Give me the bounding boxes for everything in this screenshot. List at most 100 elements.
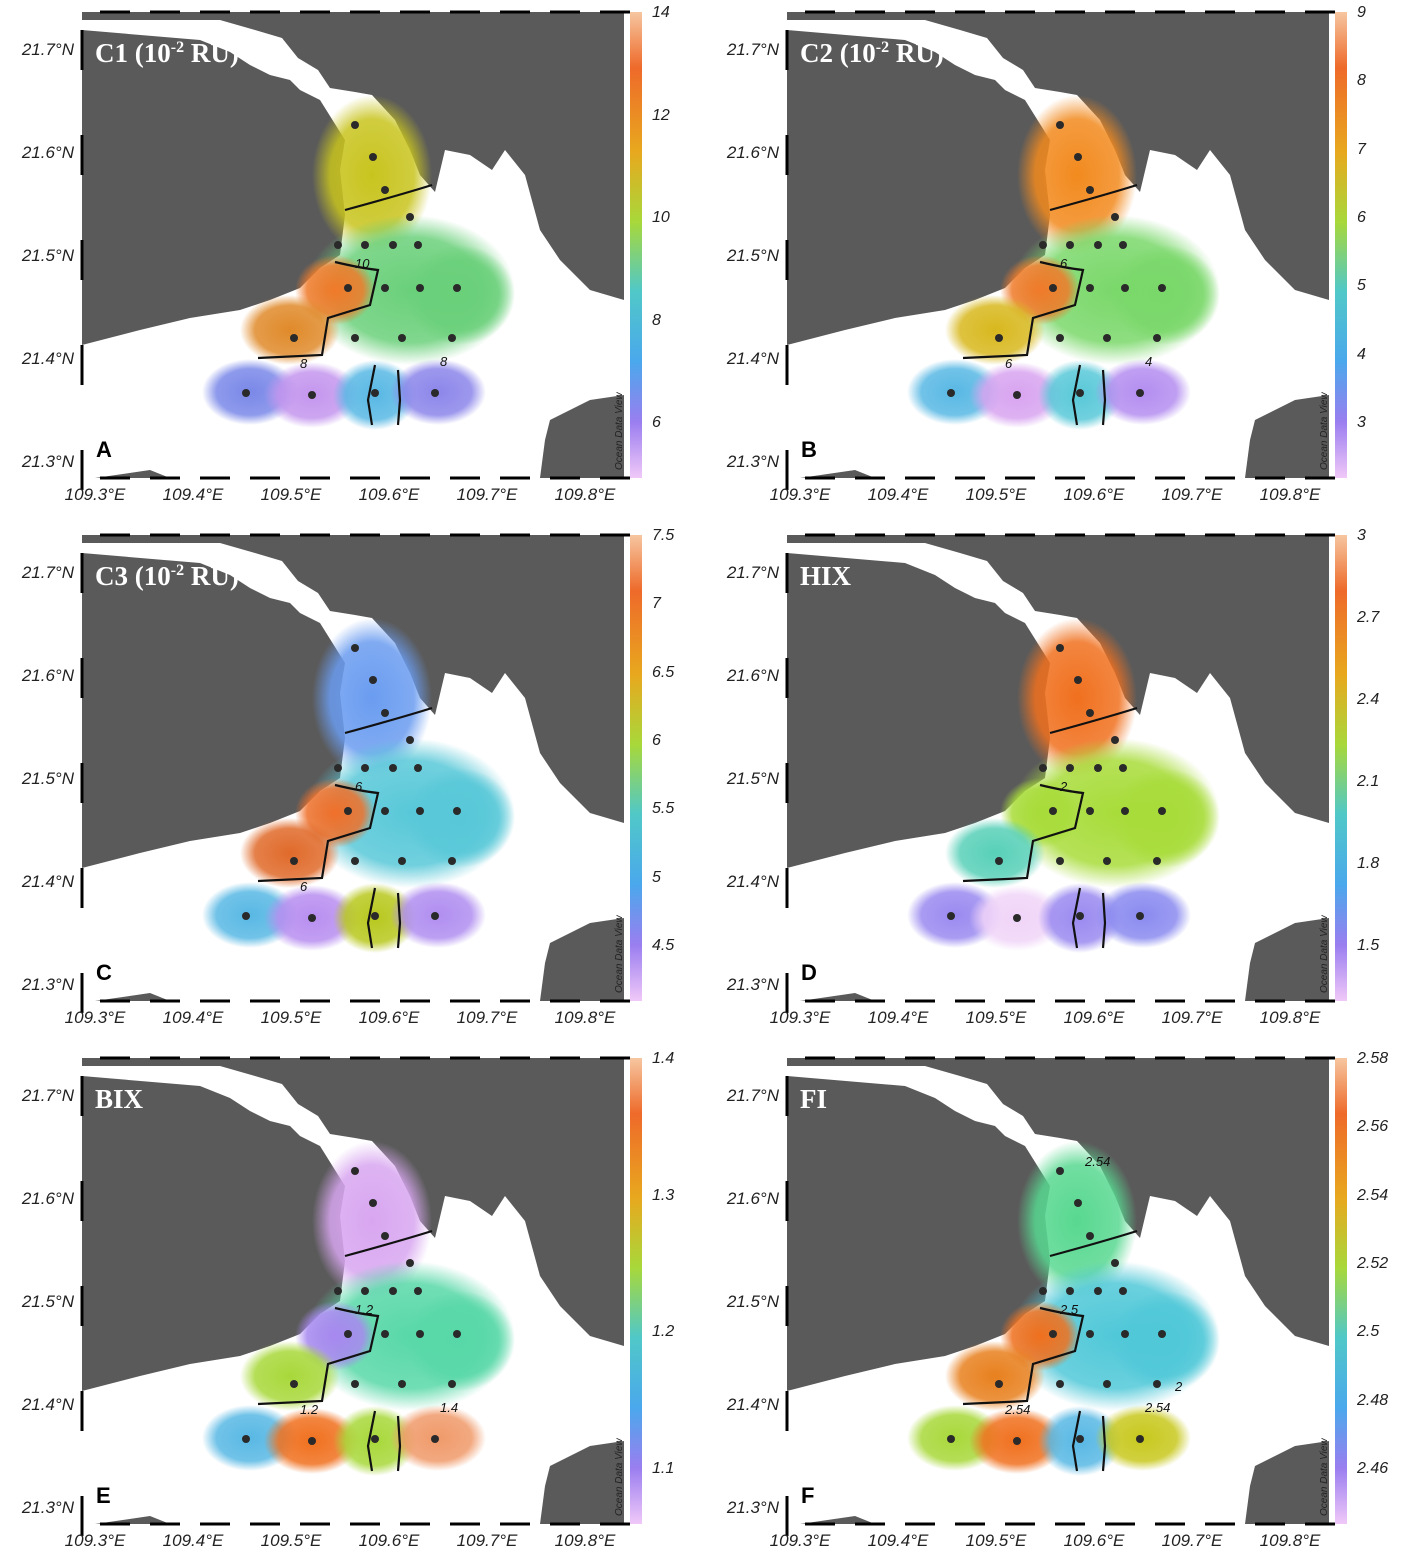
latitude-label: 21.6°N [21, 666, 74, 685]
contour-label: 6 [355, 779, 363, 794]
land-mass [787, 535, 1050, 868]
station-marker [1119, 764, 1127, 772]
latitude-label: 21.3°N [21, 975, 74, 994]
contour-label: 2.54 [1004, 1402, 1030, 1417]
station-marker [947, 1435, 955, 1443]
odv-watermark: Ocean Data View [1319, 915, 1330, 993]
longitude-label: 109.5°E [260, 485, 322, 504]
panel-title: BIX [95, 1084, 144, 1114]
contour-line [1071, 364, 1082, 426]
station-marker [1121, 284, 1129, 292]
land-mass [95, 993, 170, 1001]
contour-line [344, 183, 433, 212]
station-marker [1153, 334, 1161, 342]
contour-line [1071, 1410, 1082, 1472]
station-marker [389, 1287, 397, 1295]
map-panel-a: 10 8 8 21.7°N 21.6°N 21.5°N 21.4°N 21.3°N 109.3°… [0, 0, 705, 518]
colorbar-label: 8 [1357, 72, 1366, 90]
latitude-label: 21.6°N [726, 143, 779, 162]
contour-line [1049, 706, 1138, 735]
longitude-label: 109.4°E [867, 1531, 929, 1550]
odv-watermark: Ocean Data View [1319, 392, 1330, 470]
panel-title: C1 (10-2 RU) [95, 38, 239, 68]
station-marker [414, 1287, 422, 1295]
panel-letter: B [801, 437, 817, 462]
station-marker [453, 284, 461, 292]
station-marker [369, 1199, 377, 1207]
contour-label: 2.54 [1084, 1154, 1110, 1169]
station-marker [371, 912, 379, 920]
panel-letter: D [801, 960, 817, 985]
station-marker [351, 334, 359, 342]
field-region-north [312, 618, 432, 778]
field-region-north [1017, 95, 1137, 255]
map-canvas: 2.5 2.54 2.54 2.54 2 [785, 1056, 1347, 1536]
interpolated-field [202, 618, 515, 953]
station-marker [1094, 764, 1102, 772]
field-region-southwest [240, 295, 340, 365]
colorbar [1335, 1058, 1347, 1524]
interpolated-field [907, 1141, 1220, 1476]
longitude-label: 109.4°E [162, 1531, 224, 1550]
station-marker [448, 334, 456, 342]
station-marker [242, 912, 250, 920]
colorbar [630, 535, 642, 1001]
colorbar-label: 6 [652, 414, 661, 431]
contour-label: 6 [1060, 256, 1068, 271]
latitude-label: 21.6°N [726, 1189, 779, 1208]
field-region-north [312, 1141, 432, 1301]
contour-label: 2.54 [1144, 1400, 1170, 1415]
contour-line [1101, 1415, 1107, 1472]
station-marker [1153, 1380, 1161, 1388]
land-mass [1245, 395, 1329, 478]
station-marker [334, 1287, 342, 1295]
colorbar-label: 1.4 [652, 1050, 675, 1067]
contour-line [366, 887, 377, 949]
contour-line [1101, 369, 1107, 426]
panel-title: C3 (10-2 RU) [95, 561, 239, 591]
longitude-label: 109.4°E [867, 485, 929, 504]
colorbar-label: 6 [1357, 209, 1366, 226]
colorbar [1335, 535, 1347, 1001]
panel-title: C2 (10-2 RU) [800, 38, 944, 68]
latitude-label: 21.4°N [21, 349, 74, 368]
colorbar-label: 14 [652, 4, 670, 21]
field-region-mid2 [405, 245, 515, 345]
latitude-label: 21.6°N [21, 143, 74, 162]
station-marker [1086, 186, 1094, 194]
contour-label: 4 [1145, 354, 1152, 369]
land-mass [800, 993, 875, 1001]
station-marker [1066, 764, 1074, 772]
colorbar [630, 1058, 642, 1524]
station-marker [351, 1167, 359, 1175]
station-marker [416, 807, 424, 815]
colorbar-label: 2.48 [1357, 1391, 1389, 1409]
station-marker [371, 1435, 379, 1443]
panel-letter: E [96, 1483, 111, 1508]
station-marker [371, 389, 379, 397]
map-canvas: 1.2 1.2 1.4 [80, 1056, 642, 1536]
longitude-label: 109.3°E [64, 1531, 126, 1550]
colorbar-label: 6 [652, 732, 661, 749]
longitude-label: 109.3°E [769, 1008, 831, 1027]
contour-label: 1.4 [440, 1400, 458, 1415]
station-marker [1049, 807, 1057, 815]
longitude-label: 109.7°E [456, 1531, 518, 1550]
station-marker [344, 284, 352, 292]
latitude-label: 21.7°N [21, 563, 74, 582]
colorbar-label: 3 [1357, 527, 1366, 544]
station-marker [351, 121, 359, 129]
colorbar-label: 9 [1357, 4, 1366, 21]
contour-label: 8 [300, 356, 308, 371]
colorbar-label: 1.5 [1357, 937, 1380, 954]
station-marker [351, 644, 359, 652]
land-mass [787, 12, 1050, 345]
longitude-label: 109.7°E [1161, 1008, 1223, 1027]
station-marker [1076, 912, 1084, 920]
contour-line [366, 1410, 377, 1472]
colorbar [630, 12, 642, 478]
station-marker [1119, 241, 1127, 249]
map-panel-d: 2 21.7°N 21.6°N 21.5°N 21.4°N 21.3°N 109.3°E 10… [705, 523, 1410, 1041]
station-marker [381, 1232, 389, 1240]
longitude-label: 109.8°E [554, 1008, 616, 1027]
